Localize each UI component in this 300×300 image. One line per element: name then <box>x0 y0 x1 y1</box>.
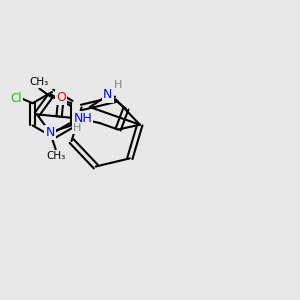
Text: NH: NH <box>74 112 92 125</box>
Text: NH: NH <box>74 112 92 125</box>
Text: Cl: Cl <box>11 92 22 105</box>
Text: CH₃: CH₃ <box>30 77 49 87</box>
Text: N: N <box>103 88 112 101</box>
Text: N: N <box>45 126 55 139</box>
Text: H: H <box>73 123 81 133</box>
Text: O: O <box>56 91 66 104</box>
Text: CH₃: CH₃ <box>46 151 65 161</box>
Text: H: H <box>114 80 122 90</box>
